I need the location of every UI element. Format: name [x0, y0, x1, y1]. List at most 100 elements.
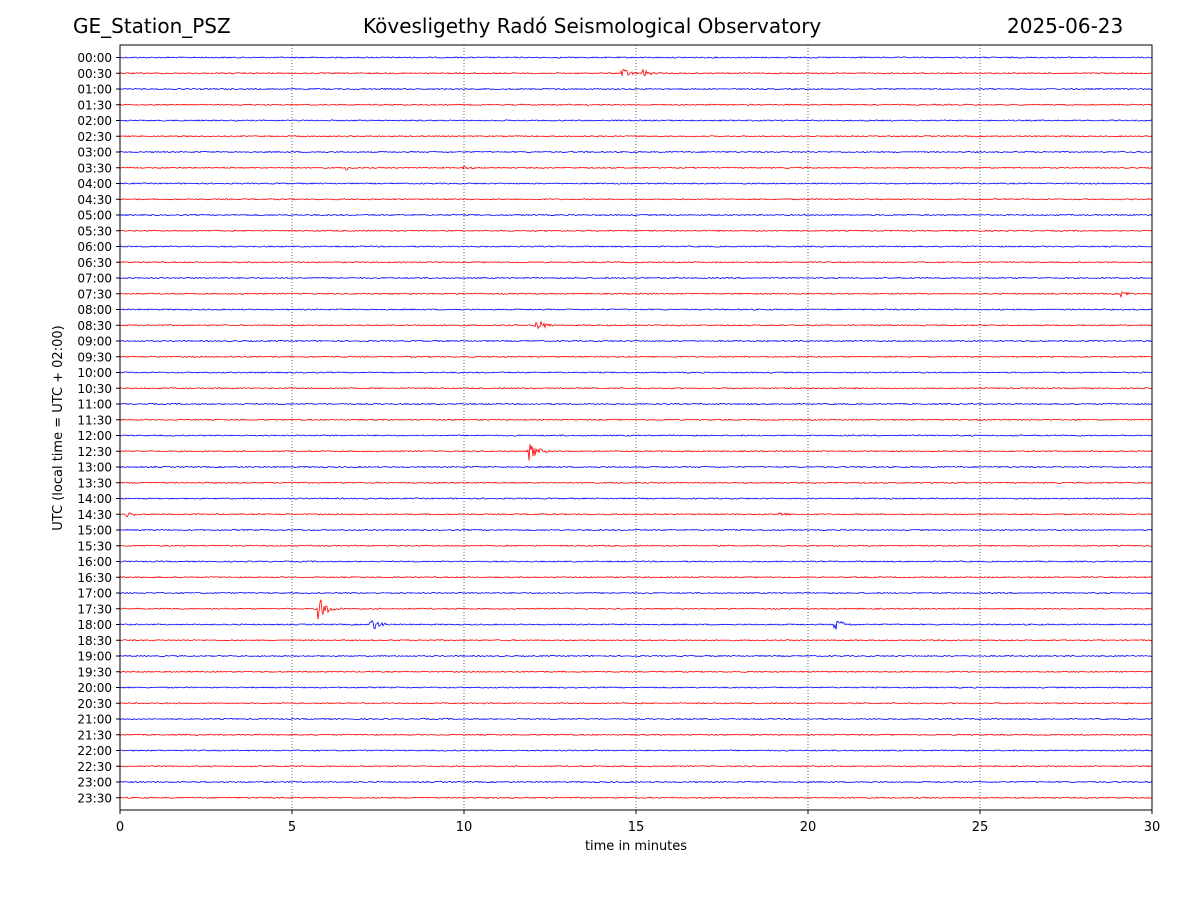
trace-row-2000: [119, 686, 1153, 689]
trace-row-1600: [119, 560, 1153, 563]
trace-row-1530: [119, 544, 1153, 547]
trace-row-0730: [119, 291, 1153, 298]
trace-row-1700: [119, 591, 1153, 595]
y-tick-label: 22:00: [77, 744, 112, 758]
y-tick-label: 21:00: [77, 713, 112, 727]
trace-row-1300: [119, 465, 1153, 469]
x-tick-label: 5: [288, 820, 296, 835]
trace-row-0800: [119, 308, 1153, 311]
trace-row-1400: [119, 497, 1153, 500]
y-tick-label: 03:30: [77, 161, 112, 175]
y-tick-label: 03:00: [77, 146, 112, 160]
x-axis: 0 5 10 15 20 25 30: [116, 810, 1160, 835]
trace-row-1630: [119, 576, 1153, 579]
y-tick-label: 04:30: [77, 193, 112, 207]
y-tick-label: 18:30: [77, 634, 112, 648]
trace-row-1900: [119, 654, 1153, 658]
y-tick-label: 19:30: [77, 665, 112, 679]
y-tick-label: 09:00: [77, 335, 112, 349]
trace-row-0400: [119, 182, 1153, 185]
trace-row-0230: [119, 135, 1153, 138]
trace-layer: [119, 56, 1153, 799]
x-tick-label: 30: [1144, 820, 1161, 835]
trace-row-1000: [119, 371, 1153, 374]
trace-row-1800: [119, 619, 1153, 630]
trace-row-0630: [119, 261, 1153, 264]
x-tick-label: 25: [972, 820, 989, 835]
y-tick-label: 05:00: [77, 209, 112, 223]
y-tick-label: 00:30: [77, 67, 112, 81]
trace-row-1500: [119, 528, 1153, 532]
trace-row-2100: [119, 717, 1153, 721]
y-tick-label: 14:30: [77, 508, 112, 522]
y-tick-label: 10:00: [77, 366, 112, 380]
y-tick-label: 15:00: [77, 524, 112, 538]
trace-row-1230: [119, 444, 1153, 461]
y-tick-label: 16:30: [77, 571, 112, 585]
y-tick-label: 05:30: [77, 224, 112, 238]
trace-row-2230: [119, 765, 1153, 768]
trace-row-1430: [119, 512, 1153, 518]
trace-row-1830: [119, 639, 1153, 642]
x-tick-label: 15: [628, 820, 645, 835]
x-tick-label: 0: [116, 820, 124, 835]
trace-row-0130: [119, 103, 1153, 106]
trace-row-0000: [119, 56, 1153, 59]
trace-row-0900: [119, 339, 1153, 343]
date-label: 2025-06-23: [1007, 14, 1124, 38]
y-tick-label: 14:00: [77, 492, 112, 506]
y-tick-label: 19:00: [77, 650, 112, 664]
trace-row-2300: [119, 780, 1153, 784]
trace-row-0700: [119, 276, 1153, 280]
y-tick-label: 18:00: [77, 618, 112, 632]
y-tick-label: 10:30: [77, 382, 112, 396]
y-tick-label: 02:00: [77, 114, 112, 128]
y-tick-label: 13:00: [77, 461, 112, 475]
y-tick-label: 11:00: [77, 398, 112, 412]
trace-row-0030: [119, 68, 1153, 77]
y-tick-label: 15:30: [77, 539, 112, 553]
trace-row-0430: [119, 198, 1153, 201]
y-tick-label: 06:00: [77, 240, 112, 254]
y-tick-label: 22:30: [77, 760, 112, 774]
y-tick-label: 08:30: [77, 319, 112, 333]
trace-row-0530: [119, 229, 1153, 232]
x-axis-label: time in minutes: [585, 839, 687, 854]
y-tick-label: 04:00: [77, 177, 112, 191]
y-tick-label: 16:00: [77, 555, 112, 569]
trace-row-1030: [119, 387, 1153, 390]
trace-row-0300: [119, 150, 1153, 154]
y-tick-label: 17:00: [77, 587, 112, 601]
y-tick-label: 23:30: [77, 791, 112, 805]
y-tick-label: 08:00: [77, 303, 112, 317]
station-label: GE_Station_PSZ: [73, 14, 231, 38]
trace-row-0500: [119, 213, 1153, 217]
y-tick-label: 06:30: [77, 256, 112, 270]
trace-row-2130: [119, 733, 1153, 736]
y-tick-label: 12:30: [77, 445, 112, 459]
trace-row-0200: [119, 119, 1153, 122]
trace-row-0330: [119, 165, 1153, 171]
y-tick-label: 11:30: [77, 413, 112, 427]
trace-row-1100: [119, 402, 1153, 406]
trace-row-0930: [119, 355, 1153, 358]
trace-row-2030: [119, 702, 1153, 705]
y-tick-label: 00:00: [77, 51, 112, 65]
y-tick-label: 20:00: [77, 681, 112, 695]
trace-row-0600: [119, 245, 1153, 248]
y-tick-label: 17:30: [77, 602, 112, 616]
y-tick-label: 01:30: [77, 98, 112, 112]
y-tick-label: 21:30: [77, 728, 112, 742]
y-tick-label: 23:00: [77, 776, 112, 790]
trace-row-0100: [119, 87, 1153, 91]
y-tick-label: 12:00: [77, 429, 112, 443]
y-tick-label: 09:30: [77, 350, 112, 364]
y-tick-label: 02:30: [77, 130, 112, 144]
grid-layer: [291, 45, 981, 810]
trace-row-2330: [119, 796, 1153, 799]
x-tick-label: 20: [800, 820, 817, 835]
y-tick-label: 13:30: [77, 476, 112, 490]
trace-row-0830: [119, 321, 1153, 330]
